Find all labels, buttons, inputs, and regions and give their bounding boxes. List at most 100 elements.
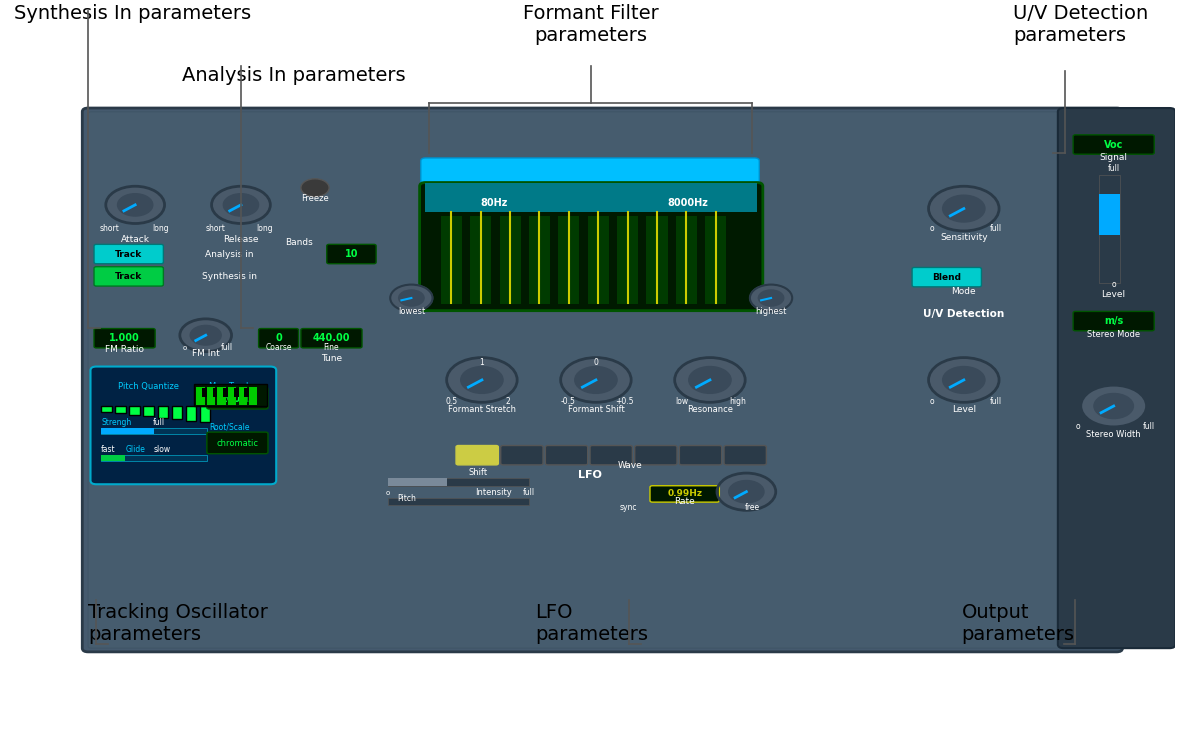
Circle shape — [399, 290, 424, 306]
Text: Stereo Width: Stereo Width — [1087, 431, 1141, 440]
FancyBboxPatch shape — [82, 108, 1122, 652]
Text: o: o — [386, 489, 390, 495]
Bar — [101, 455, 207, 461]
FancyBboxPatch shape — [207, 432, 268, 454]
Circle shape — [718, 473, 776, 510]
Text: full: full — [1107, 165, 1120, 174]
FancyBboxPatch shape — [143, 406, 154, 416]
Text: m/s: m/s — [1103, 316, 1124, 326]
Bar — [1099, 194, 1120, 235]
Circle shape — [759, 290, 784, 306]
Text: Level: Level — [952, 405, 976, 414]
FancyBboxPatch shape — [635, 446, 677, 465]
Bar — [234, 388, 239, 397]
Text: slow: slow — [153, 446, 170, 454]
Text: Blend: Blend — [932, 273, 961, 282]
Text: full: full — [220, 343, 233, 352]
Text: short: short — [205, 224, 225, 233]
Text: o: o — [929, 397, 934, 406]
Bar — [676, 216, 697, 304]
Circle shape — [117, 194, 153, 216]
Circle shape — [928, 186, 999, 231]
FancyBboxPatch shape — [680, 446, 722, 465]
Text: Voc: Voc — [1103, 139, 1124, 150]
Bar — [101, 428, 154, 434]
Text: 440.00: 440.00 — [313, 333, 350, 343]
Text: FM Ratio: FM Ratio — [105, 345, 144, 354]
Circle shape — [689, 367, 731, 393]
FancyBboxPatch shape — [420, 158, 759, 185]
Text: o: o — [1112, 280, 1117, 289]
Text: Fine: Fine — [323, 343, 340, 352]
Bar — [617, 216, 638, 304]
Text: Stereo Mode: Stereo Mode — [1087, 331, 1140, 340]
FancyBboxPatch shape — [129, 406, 140, 415]
FancyBboxPatch shape — [88, 112, 1117, 648]
Circle shape — [180, 319, 232, 352]
Circle shape — [942, 367, 985, 393]
Text: 0: 0 — [593, 358, 598, 367]
Bar — [229, 387, 237, 405]
FancyBboxPatch shape — [157, 406, 168, 418]
Bar — [101, 455, 124, 461]
Bar — [587, 216, 609, 304]
Circle shape — [446, 358, 517, 402]
Bar — [213, 388, 218, 397]
FancyBboxPatch shape — [456, 446, 498, 465]
Text: 1: 1 — [480, 358, 484, 367]
FancyBboxPatch shape — [590, 446, 632, 465]
Circle shape — [675, 358, 745, 402]
Circle shape — [728, 481, 764, 503]
Text: 0.5: 0.5 — [445, 397, 457, 406]
Circle shape — [391, 285, 432, 311]
FancyBboxPatch shape — [172, 406, 182, 419]
Bar — [218, 387, 226, 405]
FancyBboxPatch shape — [546, 446, 587, 465]
Text: Release: Release — [224, 235, 258, 244]
Text: free: free — [745, 504, 760, 513]
Circle shape — [191, 326, 221, 345]
Text: 2: 2 — [506, 397, 510, 406]
Circle shape — [461, 367, 503, 393]
Text: Signal: Signal — [1100, 153, 1127, 162]
Bar — [239, 387, 246, 405]
Circle shape — [301, 179, 329, 197]
FancyBboxPatch shape — [912, 267, 982, 287]
Bar — [1099, 175, 1120, 283]
FancyBboxPatch shape — [650, 486, 720, 502]
Text: Pitch Quantize: Pitch Quantize — [117, 382, 179, 391]
Text: full: full — [1143, 422, 1154, 431]
Text: long: long — [153, 224, 169, 233]
Text: Mode: Mode — [952, 288, 976, 297]
FancyBboxPatch shape — [200, 406, 211, 422]
Text: Formant Stretch: Formant Stretch — [448, 405, 516, 414]
Text: Track: Track — [115, 272, 142, 281]
Text: 200Hz: 200Hz — [220, 393, 255, 404]
FancyBboxPatch shape — [186, 406, 197, 421]
Text: LFO
parameters: LFO parameters — [535, 603, 648, 644]
Circle shape — [105, 186, 165, 224]
Text: o: o — [182, 345, 187, 351]
Text: Attack: Attack — [121, 235, 149, 244]
Circle shape — [1094, 393, 1133, 419]
FancyBboxPatch shape — [1057, 108, 1176, 648]
Bar — [197, 387, 205, 405]
Bar — [440, 216, 462, 304]
FancyBboxPatch shape — [1073, 311, 1154, 331]
FancyBboxPatch shape — [725, 446, 766, 465]
Text: Tune: Tune — [321, 354, 342, 363]
Text: Track: Track — [115, 250, 142, 259]
Text: Bands: Bands — [284, 238, 313, 247]
Text: sync: sync — [620, 504, 637, 513]
Text: chromatic: chromatic — [217, 439, 258, 448]
Text: LFO: LFO — [578, 470, 601, 481]
Circle shape — [574, 367, 617, 393]
Text: Sensitivity: Sensitivity — [940, 233, 987, 242]
FancyBboxPatch shape — [94, 267, 163, 286]
Circle shape — [1081, 385, 1146, 427]
Bar — [207, 387, 215, 405]
Text: 80Hz: 80Hz — [480, 197, 508, 208]
Text: full: full — [990, 397, 1002, 406]
Bar — [706, 216, 727, 304]
Text: +0.5: +0.5 — [614, 397, 633, 406]
